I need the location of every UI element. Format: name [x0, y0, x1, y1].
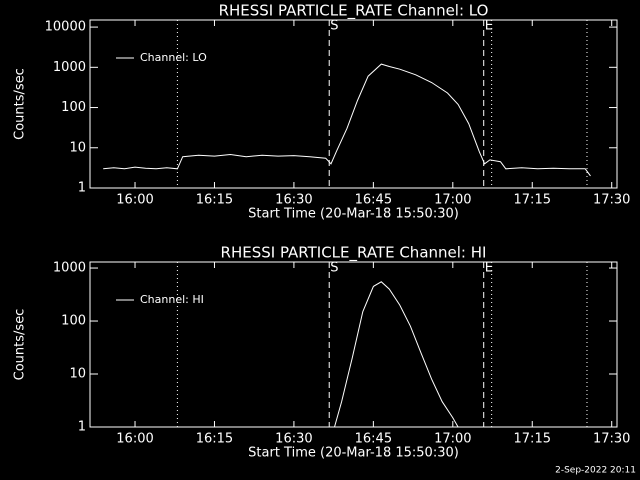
x-tick-label: 16:15: [196, 432, 233, 447]
marker-label: E: [485, 261, 493, 276]
plot-frame: [89, 261, 618, 428]
chart-title: RHESSI PARTICLE_RATE Channel: HI: [221, 244, 487, 263]
legend-label: Channel: LO: [140, 51, 207, 64]
x-tick-label: 17:15: [514, 193, 551, 208]
x-tick-label: 17:00: [434, 432, 471, 447]
y-tick-label: 10000: [45, 20, 86, 35]
x-tick-label: 17:30: [593, 193, 630, 208]
y-tick-label: 10: [69, 140, 86, 155]
chart-title: RHESSI PARTICLE_RATE Channel: LO: [219, 2, 489, 21]
plot-frame: [89, 19, 618, 189]
y-tick-label: 1000: [53, 60, 86, 75]
x-tick-label: 16:45: [355, 193, 392, 208]
x-tick-label: 16:15: [196, 193, 233, 208]
timestamp: 2-Sep-2022 20:11: [555, 466, 636, 476]
x-tick-label: 17:00: [434, 193, 471, 208]
x-tick-label: 16:00: [116, 193, 153, 208]
y-axis-label: Counts/sec: [13, 68, 28, 140]
marker-label: S: [330, 261, 338, 276]
legend-label: Channel: HI: [140, 293, 204, 306]
y-axis-label: Counts/sec: [13, 309, 28, 381]
x-axis-label: Start Time (20-Mar-18 15:50:30): [248, 207, 459, 222]
x-tick-label: 16:30: [275, 432, 312, 447]
data-line: [334, 281, 459, 428]
y-tick-label: 1: [78, 420, 86, 435]
x-axis-label: Start Time (20-Mar-18 15:50:30): [248, 446, 459, 461]
marker-label: S: [330, 19, 338, 34]
y-tick-label: 1000: [53, 261, 86, 276]
x-tick-label: 16:00: [116, 432, 153, 447]
y-tick-label: 10: [69, 367, 86, 382]
x-tick-label: 17:15: [514, 432, 551, 447]
data-line: [103, 63, 591, 177]
y-tick-label: 100: [61, 314, 86, 329]
y-tick-label: 100: [61, 100, 86, 115]
x-tick-label: 16:30: [275, 193, 312, 208]
marker-label: E: [485, 19, 493, 34]
y-tick-label: 1: [78, 181, 86, 196]
x-tick-label: 16:45: [355, 432, 392, 447]
x-tick-label: 17:30: [593, 432, 630, 447]
